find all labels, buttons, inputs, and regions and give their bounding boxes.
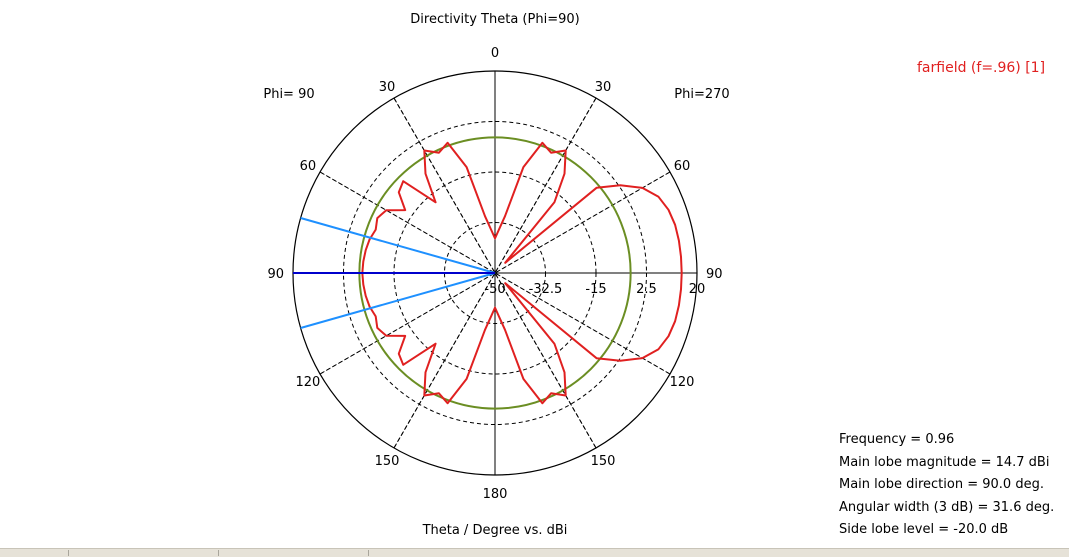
polar-chart: 0 30 60 90 120 150 180 150 120 90 60 30 -50 -32.5 -15 2… <box>263 12 1054 542</box>
info-main-lobe-direction: Main lobe direction = 90.0 deg. <box>839 477 1044 492</box>
phi-left-label: Phi= 90 <box>263 87 314 102</box>
info-frequency: Frequency = 0.96 <box>839 432 955 447</box>
phi-right-label: Phi=270 <box>674 87 729 102</box>
polar-plot-svg: 0 30 60 90 120 150 180 150 120 90 60 30 -50 -32.5 -15 2… <box>263 12 729 538</box>
legend-entry: farfield (f=.96) [1] <box>917 60 1046 76</box>
info-angular-width: Angular width (3 dB) = 31.6 deg. <box>839 499 1055 515</box>
taskbar-divider <box>218 550 219 556</box>
radial-tick-label: 2.5 <box>636 282 657 297</box>
angle-tick-label: 0 <box>491 46 499 61</box>
radial-tick-label: 20 <box>689 282 706 297</box>
radial-tick-label: -15 <box>585 282 606 297</box>
angle-tick-label: 90 <box>267 267 284 282</box>
angle-tick-label: 150 <box>375 454 400 469</box>
farfield-series-line <box>361 141 683 405</box>
angle-tick-label: 60 <box>674 159 691 174</box>
x-axis-label: Theta / Degree vs. dBi <box>422 523 568 538</box>
angle-tick-label: 120 <box>670 375 695 390</box>
angle-tick-label: 30 <box>595 80 612 95</box>
chart-title: Directivity Theta (Phi=90) <box>410 12 579 27</box>
beamwidth-edge-line <box>300 217 496 274</box>
taskbar-strip <box>0 548 1069 557</box>
angle-tick-label: 120 <box>296 375 321 390</box>
taskbar-divider <box>68 550 69 556</box>
info-side-lobe-level: Side lobe level = -20.0 dB <box>839 522 1009 537</box>
angle-tick-label: 150 <box>591 454 616 469</box>
beamwidth-edge-line <box>300 272 496 329</box>
angle-tick-label: 180 <box>483 487 508 502</box>
info-panel: Frequency = 0.96 Main lobe magnitude = 1… <box>839 429 1054 542</box>
taskbar-divider <box>368 550 369 556</box>
radial-tick-label: -32.5 <box>529 282 563 297</box>
info-main-lobe-magnitude: Main lobe magnitude = 14.7 dBi <box>839 454 1050 470</box>
angle-tick-label: 60 <box>300 159 317 174</box>
angle-tick-label: 30 <box>379 80 396 95</box>
radial-tick-label: -50 <box>484 282 505 297</box>
angle-tick-label: 90 <box>706 267 723 282</box>
